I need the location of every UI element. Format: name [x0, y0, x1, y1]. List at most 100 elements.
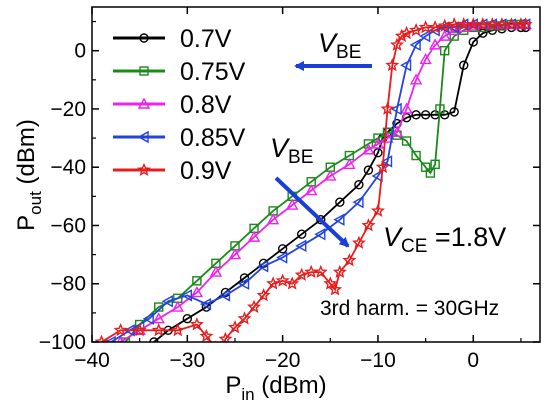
- data-point: [439, 110, 450, 120]
- data-point: [343, 157, 356, 170]
- data-point: [437, 18, 452, 32]
- data-point: [294, 267, 309, 281]
- data-point: [285, 198, 299, 210]
- data-point: [219, 289, 231, 302]
- legend-marker: [139, 66, 149, 76]
- data-point: [276, 251, 288, 264]
- y-axis-label: Pout (dBm): [13, 119, 45, 231]
- data-point: [390, 125, 404, 137]
- y-axis-label-main: P: [13, 215, 40, 231]
- y-axis-label-sub: out: [26, 191, 45, 215]
- data-point: [104, 335, 116, 342]
- y-tick-label: −100: [39, 331, 86, 354]
- data-point: [323, 276, 338, 290]
- data-point: [411, 150, 421, 161]
- data-point: [215, 340, 217, 342]
- data-point: [409, 73, 423, 85]
- data-point: [380, 101, 395, 115]
- data-point: [449, 107, 459, 117]
- data-point: [313, 264, 328, 278]
- legend-item: 0.9V: [113, 157, 232, 185]
- legend: 0.7V 0.75V 0.8V 0.85V 0.9V: [113, 25, 246, 185]
- vce-annotation: VCE =1.8V: [383, 222, 506, 257]
- data-point: [438, 29, 451, 41]
- data-point: [518, 17, 533, 31]
- data-point: [94, 334, 109, 342]
- data-point: [142, 312, 154, 325]
- data-point: [239, 273, 250, 283]
- data-point: [149, 337, 159, 342]
- data-point: [435, 104, 445, 114]
- data-point: [363, 139, 374, 149]
- data-point: [449, 31, 459, 41]
- vbe-top-main: V: [318, 28, 339, 58]
- data-point: [332, 264, 347, 278]
- data-point: [275, 273, 290, 287]
- data-point: [401, 136, 412, 146]
- data-point: [328, 282, 343, 296]
- data-point: [381, 155, 393, 168]
- vbe-mid-arrow: [274, 176, 350, 248]
- data-point: [305, 184, 318, 196]
- svg-text:VBE: VBE: [318, 28, 361, 63]
- svg-text:VCE =1.8V: VCE =1.8V: [383, 222, 506, 257]
- data-point: [170, 322, 185, 337]
- data-point: [333, 213, 345, 226]
- data-point: [324, 169, 337, 181]
- x-axis-label: Pin (dBm): [225, 372, 326, 404]
- data-point: [513, 17, 528, 31]
- data-point: [342, 253, 357, 267]
- axis-layer: −40 −30 −20 −10 0−100−80−60−40−200: [39, 7, 540, 372]
- legend-label: 0.85V: [180, 124, 246, 152]
- data-point: [266, 276, 280, 290]
- series-layer: [94, 17, 533, 364]
- data-point: [316, 214, 326, 225]
- vbe-mid-sub: BE: [288, 147, 313, 168]
- data-point: [180, 289, 193, 302]
- data-point: [161, 295, 173, 308]
- data-point: [430, 159, 440, 170]
- series-line: [101, 23, 526, 342]
- data-point: [285, 276, 300, 290]
- x-tick-label: −30: [170, 349, 206, 372]
- plot-frame: [91, 6, 541, 343]
- y-tick-label: −20: [50, 98, 86, 121]
- data-point: [151, 322, 166, 337]
- data-point: [247, 230, 261, 242]
- legend-marker: [137, 130, 149, 144]
- x-axis-label-sub: in: [241, 385, 254, 404]
- data-point: [478, 28, 488, 38]
- vce-rest: =1.8V: [427, 222, 506, 252]
- legend-item: 0.85V: [113, 124, 246, 152]
- data-point: [373, 147, 383, 158]
- data-point: [394, 28, 409, 43]
- data-point: [399, 25, 414, 40]
- data-point: [385, 57, 400, 72]
- data-point: [277, 244, 288, 254]
- data-point: [182, 313, 193, 324]
- data-point: [375, 159, 390, 174]
- legend-marker: [139, 33, 149, 43]
- data-point: [420, 110, 431, 120]
- data-point: [428, 38, 442, 50]
- vce-sub: CE: [401, 236, 427, 257]
- data-point: [362, 143, 375, 155]
- legend-marker: [137, 97, 151, 109]
- legend-label: 0.8V: [180, 91, 232, 119]
- y-tick-label: −60: [50, 214, 86, 237]
- y-tick-label: 0: [74, 40, 86, 63]
- data-point: [209, 265, 223, 277]
- vbe-top-annotation: VBE: [318, 28, 361, 63]
- data-point: [247, 299, 262, 314]
- data-point: [420, 162, 431, 172]
- data-point: [354, 179, 364, 190]
- data-point: [400, 102, 413, 114]
- data-point: [216, 354, 226, 364]
- data-point: [382, 127, 393, 137]
- legend-item: 0.8V: [113, 91, 232, 119]
- data-point: [266, 213, 280, 225]
- data-point: [297, 229, 307, 239]
- data-point: [419, 29, 431, 43]
- vbe-mid-annotation: VBE: [270, 133, 313, 168]
